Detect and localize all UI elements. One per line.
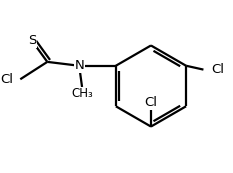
Text: N: N: [74, 59, 84, 72]
Text: S: S: [28, 34, 36, 47]
Text: CH₃: CH₃: [71, 87, 93, 100]
Text: Cl: Cl: [0, 73, 14, 86]
Text: Cl: Cl: [211, 63, 224, 76]
Text: Cl: Cl: [144, 96, 158, 109]
